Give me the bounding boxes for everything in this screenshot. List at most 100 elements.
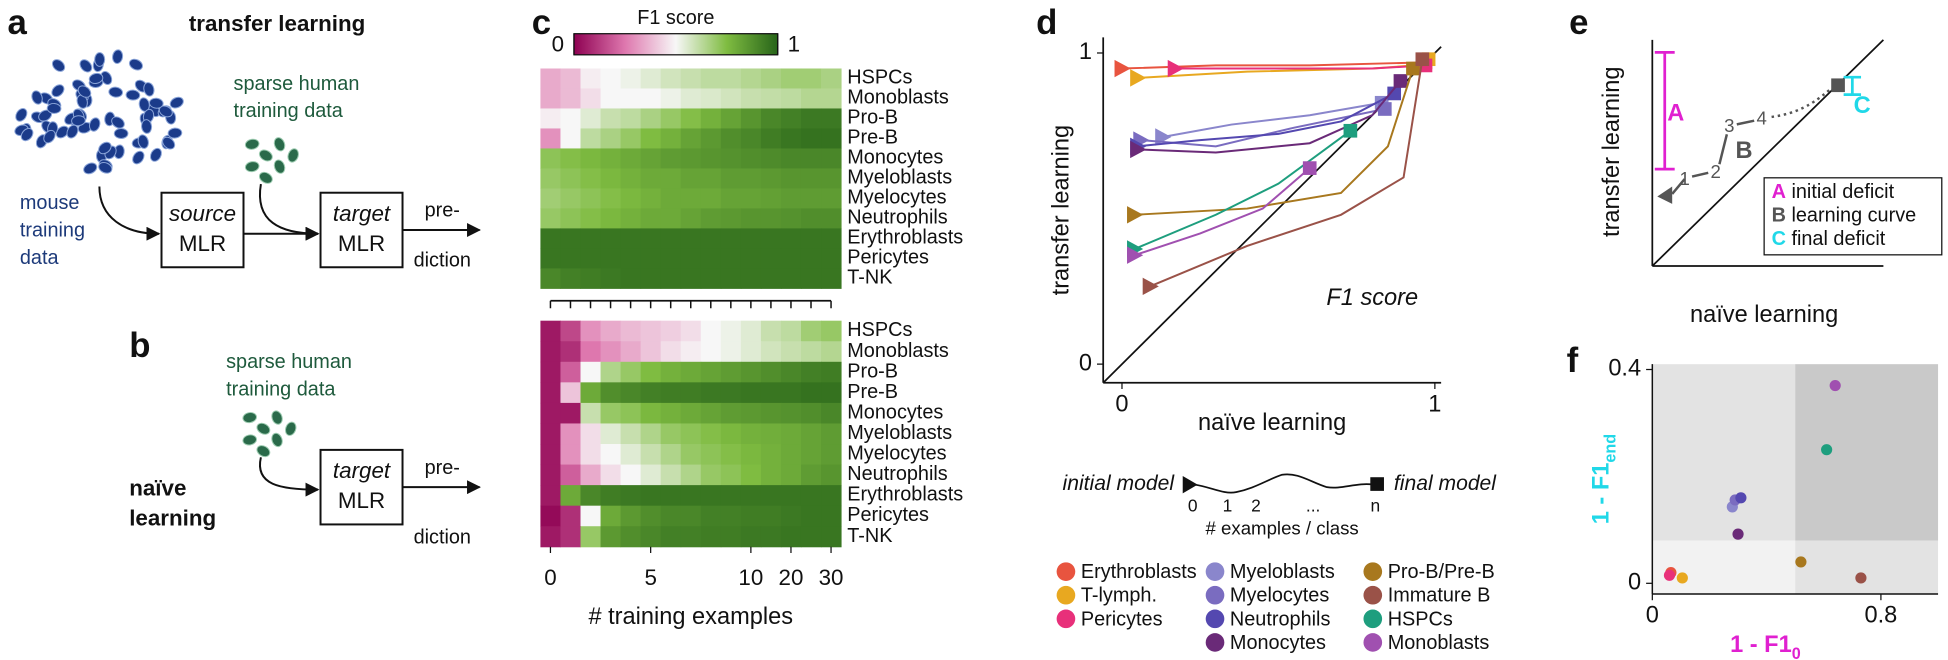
heat-cell — [740, 341, 762, 363]
heat-cell — [821, 505, 842, 527]
label: diction — [414, 249, 471, 271]
heat-cell — [560, 505, 582, 527]
heat-cell — [560, 382, 582, 404]
heat-cell — [540, 320, 561, 342]
heat-cell — [600, 423, 622, 445]
heat-cell — [660, 228, 682, 249]
heat-cell — [780, 423, 802, 445]
end-marker — [1415, 52, 1430, 67]
heat-cell — [800, 88, 822, 109]
schematic-curve — [1195, 473, 1375, 494]
heat-cell — [540, 423, 561, 445]
human-cell — [284, 421, 297, 436]
heat-cell — [821, 526, 842, 548]
schematic-tick: 2 — [1251, 496, 1261, 516]
series-line — [1134, 167, 1311, 257]
heat-cell — [560, 108, 582, 129]
heat-cell — [720, 505, 742, 527]
heat-cell — [720, 108, 742, 129]
heat-cell — [760, 382, 782, 404]
mouse-cell — [51, 84, 65, 98]
heat-cell — [680, 268, 702, 289]
heat-cell — [720, 361, 742, 383]
marker-label: B — [1736, 138, 1753, 164]
heat-cell — [700, 268, 722, 289]
heat-cell — [780, 148, 802, 169]
x-tick-label: 0 — [544, 565, 556, 590]
heat-cell — [680, 68, 702, 89]
heat-cell — [821, 341, 842, 363]
row-label: Erythroblasts — [847, 484, 963, 506]
heat-cell — [821, 208, 842, 229]
start-marker — [1657, 186, 1673, 204]
heat-cell — [780, 382, 802, 404]
heat-cell — [800, 485, 822, 507]
end-marker — [1302, 161, 1317, 175]
panel-title: transfer learning — [189, 11, 365, 36]
heat-cell — [600, 485, 622, 507]
heat-cell — [620, 168, 642, 189]
heat-cell — [700, 248, 722, 269]
human-cell — [256, 445, 271, 458]
heat-cell — [760, 320, 782, 342]
heat-cell — [580, 188, 602, 209]
heat-cell — [600, 505, 622, 527]
heat-cell — [600, 444, 622, 466]
heat-cell — [560, 341, 582, 363]
heat-cell — [821, 168, 842, 189]
heat-cell — [760, 361, 782, 383]
heat-cell — [720, 208, 742, 229]
heat-cell — [720, 485, 742, 507]
heat-cell — [740, 320, 762, 342]
heat-cell — [680, 423, 702, 445]
legend-label: Myelocytes — [1230, 585, 1329, 607]
legend-label: Pro-B/Pre-B — [1388, 561, 1495, 583]
heat-cell — [740, 128, 762, 149]
human-cell — [271, 410, 283, 425]
start-marker — [1167, 59, 1184, 78]
heat-cell — [720, 148, 742, 169]
mouse-cell — [71, 115, 86, 127]
heat-cell — [620, 526, 642, 548]
end-marker — [1387, 86, 1402, 101]
y-tick-label: 0 — [1079, 350, 1092, 376]
mouse-cell — [158, 105, 173, 118]
heat-cell — [560, 320, 582, 342]
heat-cell — [800, 320, 822, 342]
mouse-cell — [137, 134, 149, 149]
heat-cell — [660, 382, 682, 404]
heat-cell — [640, 505, 662, 527]
heat-cell — [620, 320, 642, 342]
curve — [1771, 87, 1833, 119]
heat-cell — [680, 361, 702, 383]
heat-cell — [780, 505, 802, 527]
heat-cell — [680, 148, 702, 169]
row-label: Neutrophils — [847, 463, 948, 485]
label: mouse — [20, 192, 80, 214]
mouse-cell — [94, 52, 106, 67]
row-label: T-NK — [847, 525, 893, 547]
heat-cell — [740, 423, 762, 445]
heat-cell — [740, 88, 762, 109]
heat-cell — [680, 108, 702, 129]
heat-cell — [740, 208, 762, 229]
heat-cell — [620, 128, 642, 149]
heat-cell — [660, 208, 682, 229]
heat-cell — [540, 402, 561, 424]
heat-cell — [580, 505, 602, 527]
heat-cell — [800, 526, 822, 548]
mouse-cell — [113, 128, 129, 139]
heat-cell — [540, 526, 561, 548]
step-label: 2 — [1711, 161, 1721, 182]
heat-cell — [660, 505, 682, 527]
point — [1855, 572, 1867, 584]
heat-cell — [640, 444, 662, 466]
heat-cell — [540, 268, 561, 289]
heat-cell — [821, 464, 842, 486]
panel-letter: e — [1569, 4, 1588, 42]
label: pre- — [425, 200, 460, 222]
heat-cell — [760, 402, 782, 424]
schematic-label: # examples / class — [1206, 517, 1359, 538]
cell-layer — [14, 49, 299, 458]
legend-label: Erythroblasts — [1081, 561, 1197, 583]
